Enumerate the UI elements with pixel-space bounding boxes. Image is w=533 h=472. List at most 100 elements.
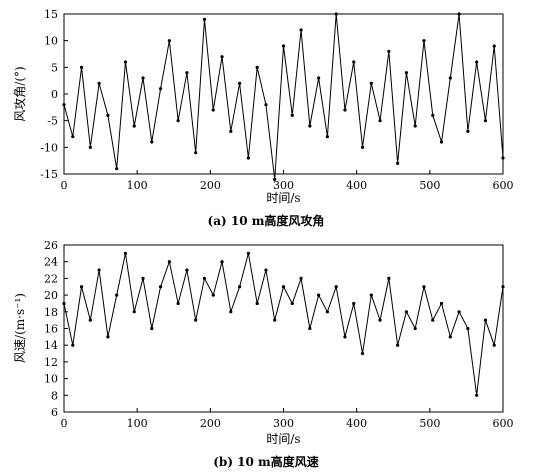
data-point-b — [106, 335, 110, 339]
data-point-a — [246, 156, 250, 160]
y-tick-label-a: -5 — [47, 115, 58, 128]
data-point-b — [448, 335, 452, 339]
y-tick-label-b: 18 — [44, 306, 58, 319]
x-tick-label-a: 100 — [127, 179, 148, 192]
y-tick-label-a: 10 — [44, 35, 58, 48]
data-point-a — [141, 76, 145, 80]
data-point-b — [299, 276, 303, 280]
x-tick-label-a: 500 — [419, 179, 440, 192]
data-point-b — [141, 276, 145, 280]
data-point-b — [185, 268, 189, 272]
data-point-b — [229, 310, 233, 314]
data-point-a — [88, 145, 92, 149]
data-point-a — [439, 140, 444, 144]
data-point-a — [71, 135, 75, 139]
data-point-b — [115, 293, 119, 297]
data-point-b — [343, 335, 347, 339]
data-point-b — [255, 301, 259, 306]
data-point-b — [360, 351, 365, 356]
data-point-b — [290, 301, 294, 306]
x-tick-label-a: 0 — [61, 179, 68, 192]
data-point-a — [492, 44, 496, 48]
data-point-b — [352, 301, 356, 306]
data-point-a — [501, 156, 505, 160]
data-point-a — [431, 113, 435, 117]
caption-a: (a) 10 m高度风攻角 — [208, 213, 325, 228]
data-point-a — [466, 129, 470, 133]
data-point-b — [220, 260, 224, 264]
data-point-b — [123, 251, 128, 255]
data-point-b — [194, 318, 198, 322]
data-point-a — [185, 71, 189, 75]
series-line-a — [63, 13, 504, 180]
data-point-b — [238, 285, 242, 289]
data-point-a — [290, 113, 294, 117]
y-tick-label-a: -10 — [40, 141, 58, 154]
data-point-b — [404, 310, 409, 314]
data-point-b — [431, 318, 435, 322]
chart-panel-b: 0 100 200 300 400 500 60026242220181614121086 … — [13, 239, 514, 469]
x-tick-label-b: 500 — [419, 417, 440, 430]
data-point-b — [62, 301, 66, 306]
y-tick-label-a: -15 — [40, 168, 58, 181]
data-point-a — [264, 103, 268, 107]
y-tick-label-b: 12 — [44, 356, 58, 369]
data-point-b — [378, 318, 382, 322]
data-point-b — [79, 285, 84, 289]
data-point-a — [194, 151, 198, 155]
y-tick-label-b: 6 — [51, 406, 58, 419]
x-tick-label-b: 100 — [127, 417, 148, 430]
caption-b: (b) 10 m高度风速 — [213, 454, 319, 469]
data-point-a — [396, 161, 400, 165]
data-point-b — [369, 293, 373, 297]
data-point-b — [439, 301, 444, 306]
data-point-a — [202, 17, 207, 21]
data-point-a — [132, 124, 136, 128]
data-point-a — [404, 71, 409, 75]
data-point-b — [264, 268, 268, 272]
data-point-a — [448, 76, 452, 80]
data-point-a — [123, 60, 128, 64]
data-point-b — [202, 276, 207, 280]
data-point-b — [475, 393, 479, 397]
data-point-a — [483, 119, 488, 123]
data-point-b — [422, 285, 426, 289]
data-point-b — [396, 343, 400, 347]
data-point-a — [238, 81, 242, 85]
data-point-a — [413, 124, 417, 128]
series-line-b — [63, 253, 504, 396]
series-a — [62, 12, 505, 181]
plot-frame-b — [63, 244, 504, 413]
data-point-b — [176, 301, 180, 306]
y-tick-label-a: 5 — [51, 61, 58, 74]
data-point-a — [211, 108, 215, 112]
data-point-a — [334, 12, 338, 16]
ticks-b: 0 100 200 300 400 500 600 26 24 22 20 18 16 14 12 10 8 6 — [44, 239, 514, 430]
x-tick-label-a: 600 — [493, 179, 514, 192]
x-tick-label-a: 400 — [346, 179, 367, 192]
data-point-a — [62, 103, 66, 107]
y-tick-label-b: 8 — [51, 389, 58, 402]
data-point-a — [387, 49, 391, 53]
data-point-b — [132, 310, 136, 314]
data-point-b — [308, 326, 312, 331]
data-point-a — [343, 108, 347, 112]
data-point-a — [158, 87, 163, 91]
x-tick-label-b: 300 — [273, 417, 294, 430]
x-tick-label-b: 200 — [200, 417, 221, 430]
data-point-a — [299, 28, 303, 32]
data-point-b — [334, 285, 338, 289]
y-tick-label-b: 10 — [44, 373, 58, 386]
data-point-a — [150, 140, 154, 144]
chart-panel-a: 0 100 200 300 400 500 600 15 10 5 0 -5 -10 -15 时间/s 风… — [13, 8, 514, 228]
y-tick-label-a: 15 — [44, 8, 58, 21]
data-point-a — [369, 81, 373, 85]
data-point-a — [176, 119, 180, 123]
data-point-a — [79, 65, 84, 69]
data-point-a — [325, 135, 329, 139]
data-point-b — [167, 260, 171, 264]
data-point-b — [246, 251, 250, 255]
data-point-b — [281, 285, 286, 289]
x-tick-label-b: 400 — [346, 417, 367, 430]
x-axis-label-b: 时间/s — [266, 432, 300, 446]
